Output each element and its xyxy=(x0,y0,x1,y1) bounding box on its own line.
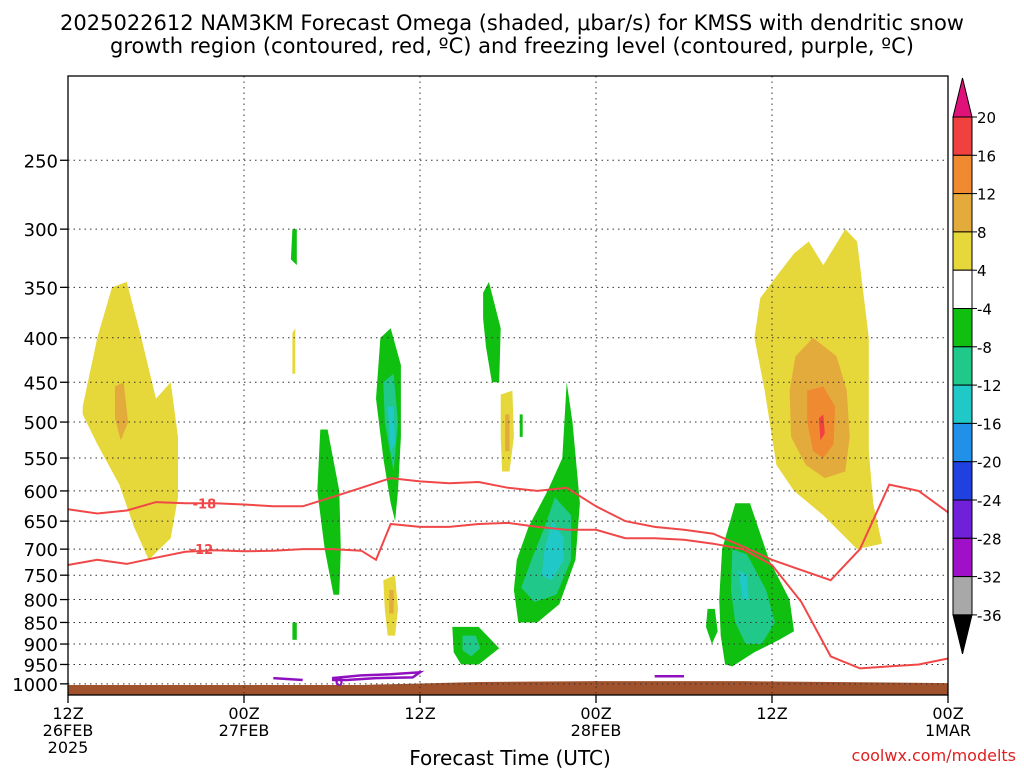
dgz-contour-0 xyxy=(67,477,949,582)
source-credit: coolwx.com/modelts xyxy=(852,746,1016,765)
colorbar-bottom-arrow xyxy=(952,614,973,655)
omega-area-13 xyxy=(483,281,501,383)
y-tick-label-900: 900 xyxy=(24,635,58,656)
y-tick-label-850: 850 xyxy=(24,613,58,634)
colorbar-bin-11 xyxy=(952,499,973,539)
freezing-contour-0-1 xyxy=(331,670,425,682)
x-tick-label-48: 12Z xyxy=(756,704,787,723)
omega-area-8 xyxy=(387,406,396,452)
y-tick-label-250: 250 xyxy=(24,151,58,172)
x-date-label-12: 27FEB xyxy=(219,721,270,740)
colorbar-bin-1 xyxy=(952,116,973,156)
chart-title-line2: growth region (contoured, red, ºC) and f… xyxy=(110,34,914,58)
contours: -18 -12 0 xyxy=(67,477,949,689)
dgz-label-0: -18 xyxy=(193,497,217,512)
colorbar-label-10: -24 xyxy=(977,492,1002,510)
colorbar-bin-5 xyxy=(952,269,973,310)
y-tick-label-700: 700 xyxy=(24,540,58,561)
x-date-label-0: 26FEB xyxy=(43,721,94,740)
omega-area-22 xyxy=(738,570,749,600)
freezing-label-0: 0 xyxy=(335,675,343,689)
colorbar-bin-12 xyxy=(952,537,973,578)
y-tick-label-600: 600 xyxy=(24,482,58,503)
y-tick-label-950: 950 xyxy=(24,655,58,676)
colorbar-label-8: -16 xyxy=(977,415,1002,433)
freezing-contour-0-0 xyxy=(273,676,303,682)
omega-shaded-areas xyxy=(82,229,882,667)
colorbar-bin-10 xyxy=(952,461,973,501)
colorbar-label-3: 8 xyxy=(977,224,987,242)
terrain-fill xyxy=(68,681,948,695)
colorbar-label-5: -4 xyxy=(977,301,992,319)
y-tick-label-800: 800 xyxy=(24,591,58,612)
y-tick-label-500: 500 xyxy=(24,413,58,434)
plot-frame xyxy=(67,75,949,696)
colorbar-bin-3 xyxy=(952,193,973,233)
colorbar-label-7: -12 xyxy=(977,377,1002,395)
colorbar-bin-7 xyxy=(952,346,973,386)
omega-area-16 xyxy=(519,414,523,437)
y-tick-label-350: 350 xyxy=(24,278,58,299)
omega-area-12 xyxy=(462,635,481,657)
colorbar-bin-9 xyxy=(952,422,973,463)
omega-area-5 xyxy=(292,622,297,640)
x-year-label-0: 2025 xyxy=(48,738,89,757)
omega-area-2 xyxy=(290,229,297,266)
colorbar-label-11: -28 xyxy=(977,530,1002,548)
x-tick-label-60: 00Z xyxy=(932,704,963,723)
omega-area-4 xyxy=(317,429,341,595)
colorbar-bin-6 xyxy=(952,308,973,348)
colorbar-label-4: 4 xyxy=(977,262,987,280)
colorbar-bin-8 xyxy=(952,384,973,424)
omega-area-0 xyxy=(82,281,178,560)
omega-area-10 xyxy=(389,590,394,614)
omega-area-27 xyxy=(818,414,825,441)
omega-area-15 xyxy=(505,414,510,452)
y-axis: 2503003504004505005506006507007508008509… xyxy=(12,151,68,696)
dgz-label-1: -12 xyxy=(190,543,214,558)
colorbar-label-0: 20 xyxy=(977,109,996,127)
omega-area-23 xyxy=(706,608,718,644)
y-tick-label-650: 650 xyxy=(24,512,58,533)
y-tick-label-450: 450 xyxy=(24,373,58,394)
colorbar-label-12: -32 xyxy=(977,569,1002,587)
omega-area-3 xyxy=(292,328,296,374)
omega-area-19 xyxy=(541,521,564,581)
colorbar-label-6: -8 xyxy=(977,339,992,357)
colorbar-bin-2 xyxy=(952,154,973,195)
y-tick-label-750: 750 xyxy=(24,566,58,587)
omega-area-1 xyxy=(114,382,129,441)
colorbar-top-arrow xyxy=(952,77,973,118)
colorbar-bin-13 xyxy=(952,576,973,616)
x-date-label-60: 1MAR xyxy=(925,721,971,740)
y-tick-label-550: 550 xyxy=(24,449,58,470)
y-tick-label-300: 300 xyxy=(24,220,58,241)
x-tick-label-36: 00Z xyxy=(580,704,611,723)
colorbar: 20 16 12 8 4 -4 -8 -12 -16 -20 -24 -28 -32 -36 xyxy=(952,77,1002,655)
colorbar-label-1: 16 xyxy=(977,147,996,165)
colorbar-label-13: -36 xyxy=(977,607,1002,625)
chart-title-line1: 2025022612 NAM3KM Forecast Omega (shaded… xyxy=(60,11,964,35)
x-tick-label-24: 12Z xyxy=(404,704,435,723)
x-tick-label-0: 12Z xyxy=(52,704,83,723)
colorbar-label-2: 12 xyxy=(977,186,996,204)
x-axis-title: Forecast Time (UTC) xyxy=(409,746,611,768)
terrain xyxy=(68,681,948,695)
y-tick-label-400: 400 xyxy=(24,329,58,350)
x-tick-label-12: 00Z xyxy=(228,704,259,723)
colorbar-label-9: -20 xyxy=(977,454,1002,472)
x-date-label-36: 28FEB xyxy=(571,721,622,740)
colorbar-bin-4 xyxy=(952,231,973,271)
dgz-contour-1 xyxy=(67,521,949,670)
y-tick-label-1000: 1000 xyxy=(12,675,58,696)
